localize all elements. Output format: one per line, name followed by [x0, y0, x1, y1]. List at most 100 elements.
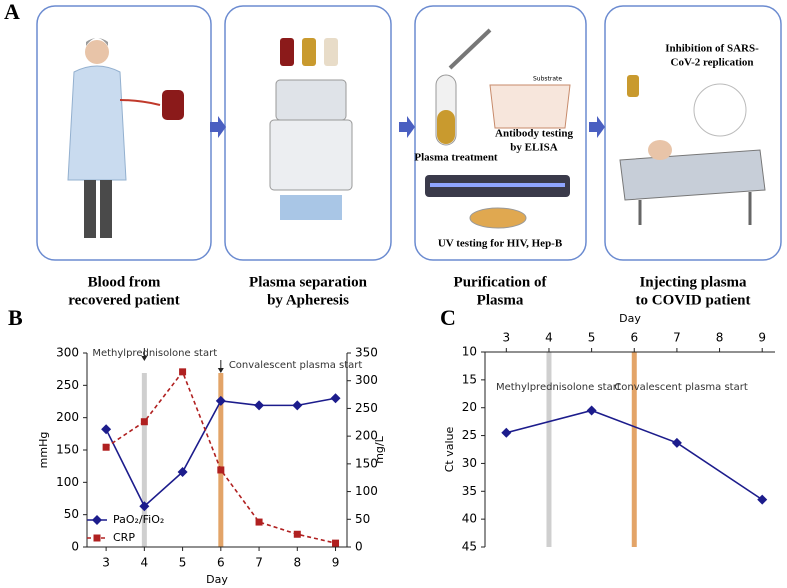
y-axis-label: mmHg [37, 432, 50, 469]
step-box [36, 5, 212, 261]
x-tick-label: 9 [332, 556, 340, 570]
marker [101, 424, 112, 435]
y-tick-label: 25 [462, 428, 477, 442]
y2-tick-label: 50 [355, 512, 370, 526]
annotation-text: Convalescent plasma start [229, 360, 363, 371]
x-tick-label: 7 [255, 556, 263, 570]
marker [139, 501, 150, 512]
marker [757, 494, 768, 505]
marker [671, 437, 682, 448]
marker [255, 518, 263, 526]
x-tick-label: 7 [673, 331, 681, 345]
box-text: Plasma treatment [414, 152, 498, 164]
y-tick-label: 35 [462, 484, 477, 498]
panel-label: C [440, 305, 456, 330]
marker [332, 539, 340, 547]
arrow [589, 116, 605, 138]
step-caption: Plasma [477, 292, 524, 308]
annotation-arrowhead [141, 356, 148, 361]
y-tick-label: 50 [64, 507, 79, 521]
x-axis-label: Day [619, 312, 641, 325]
step-caption: by Apheresis [267, 292, 349, 308]
apheresis-illustration [269, 38, 353, 220]
y2-tick-label: 300 [355, 373, 378, 387]
step-caption: Purification of [454, 274, 548, 290]
annotation-text: Methylprednisolone start [92, 348, 217, 359]
doctor-illustration [67, 38, 184, 238]
annotation-arrowhead [217, 368, 224, 373]
x-tick-label: 3 [503, 331, 511, 345]
y-tick-label: 15 [462, 372, 477, 386]
marker [217, 466, 225, 474]
y2-tick-label: 250 [355, 401, 378, 415]
panel-a: A [4, 0, 782, 261]
annotation-band [141, 373, 147, 547]
marker [293, 530, 301, 538]
annotation-text: Convalescent plasma start [614, 382, 748, 393]
y2-tick-label: 150 [355, 456, 378, 470]
annotation-text: Methylprednisolone start [496, 382, 621, 393]
y-tick-label: 10 [462, 345, 477, 359]
panel-label: A [4, 0, 20, 24]
y-tick-label: 100 [56, 475, 79, 489]
y-tick-label: 300 [56, 346, 79, 360]
y2-axis-label: mg/L [373, 435, 386, 463]
step-caption: to COVID patient [636, 292, 751, 308]
y-axis-label: Ct value [443, 427, 456, 473]
step-caption: Injecting plasma [639, 274, 747, 290]
y-tick-label: 45 [462, 540, 477, 554]
x-tick-label: 3 [102, 556, 110, 570]
box-text: Antibody testing [495, 128, 573, 140]
legend-marker [92, 515, 102, 525]
x-tick-label: 4 [141, 556, 149, 570]
y-tick-label: 20 [462, 400, 477, 414]
marker [586, 405, 597, 416]
x-tick-label: 6 [630, 331, 638, 345]
arrow [399, 116, 415, 138]
y2-tick-label: 200 [355, 429, 378, 443]
x-tick-label: 6 [217, 556, 225, 570]
annotation-band [546, 352, 552, 547]
x-tick-label: 9 [758, 331, 766, 345]
step-caption: recovered patient [68, 292, 180, 308]
y2-tick-label: 0 [355, 540, 363, 554]
y-tick-label: 200 [56, 410, 79, 424]
annotation-band [631, 352, 637, 547]
x-tick-label: 4 [545, 331, 553, 345]
step-caption: Blood from [88, 274, 161, 290]
annotation-band [218, 373, 224, 547]
y-tick-label: 40 [462, 512, 477, 526]
marker [102, 443, 110, 451]
y-tick-label: 250 [56, 378, 79, 392]
x-axis-label: Day [206, 573, 228, 586]
x-tick-label: 8 [293, 556, 301, 570]
box-text: Substrate [533, 76, 562, 83]
arrow [210, 116, 226, 138]
y2-tick-label: 350 [355, 346, 378, 360]
legend-marker [93, 534, 101, 542]
patient-illustration [619, 75, 766, 225]
box-text: Inhibition of SARS- [665, 43, 759, 55]
marker [292, 400, 303, 411]
y2-tick-label: 100 [355, 484, 378, 498]
x-tick-label: 5 [588, 331, 596, 345]
x-tick-label: 8 [716, 331, 724, 345]
marker [501, 427, 512, 438]
y-tick-label: 30 [462, 456, 477, 470]
box-text: CoV-2 replication [671, 57, 754, 69]
y-tick-label: 0 [71, 540, 79, 554]
box-text: UV testing for HIV, Hep-B [438, 238, 563, 250]
step-caption: Plasma separation [249, 274, 368, 290]
legend-label: PaO₂/FiO₂ [113, 513, 164, 526]
marker [179, 368, 187, 376]
panel-label: B [8, 305, 23, 330]
legend-label: CRP [113, 531, 135, 544]
marker [330, 393, 341, 404]
marker [177, 466, 188, 477]
x-tick-label: 5 [179, 556, 187, 570]
marker [140, 418, 148, 426]
box-text: by ELISA [510, 142, 557, 154]
purification-illustration [425, 28, 571, 229]
